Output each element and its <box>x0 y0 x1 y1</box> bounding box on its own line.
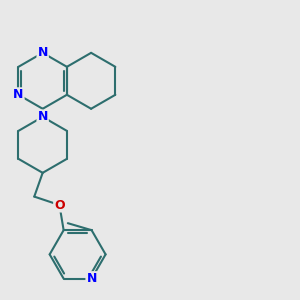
Text: N: N <box>38 46 48 59</box>
Text: N: N <box>13 88 24 101</box>
Text: N: N <box>38 110 48 123</box>
Text: O: O <box>54 199 65 212</box>
Text: N: N <box>86 272 97 285</box>
